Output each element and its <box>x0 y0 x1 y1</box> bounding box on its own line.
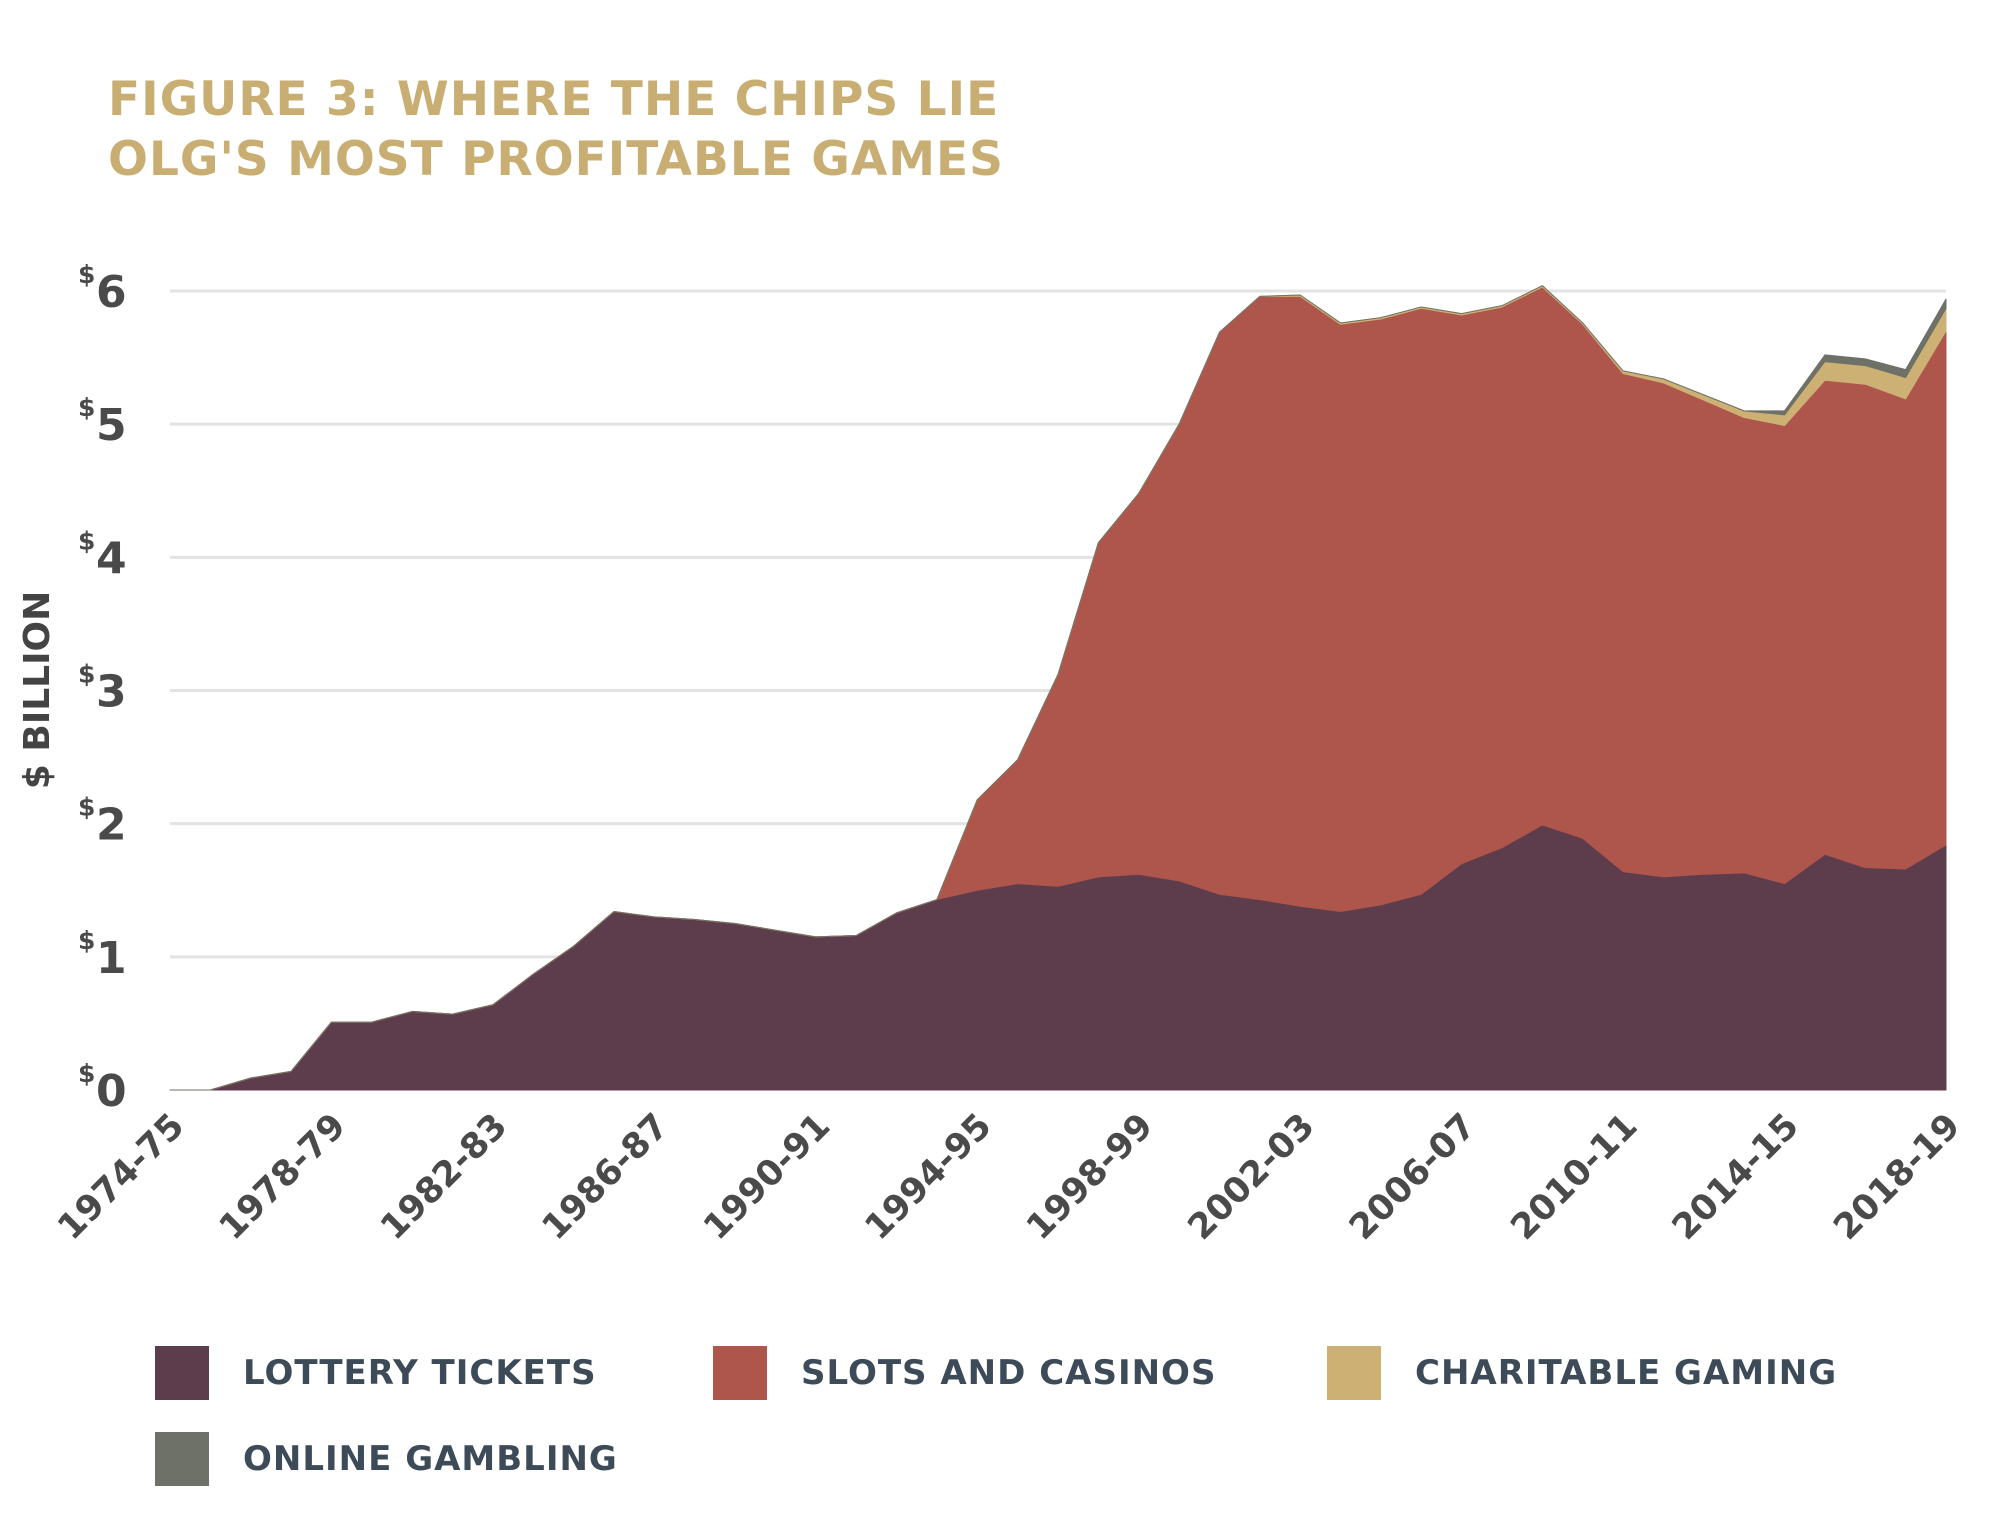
y-tick-value: 6 <box>96 267 127 318</box>
y-tick-label: $1 <box>78 926 127 984</box>
area-online-gambling <box>169 285 1947 1091</box>
y-tick-currency: $ <box>78 926 95 955</box>
legend-label-online: ONLINE GAMBLING <box>243 1439 618 1479</box>
x-tick-label: 1994-95 <box>858 1106 1000 1248</box>
y-tick-label: $5 <box>78 393 127 451</box>
legend-item-charitable: CHARITABLE GAMING <box>1327 1346 1837 1400</box>
y-tick-value: 2 <box>96 800 127 851</box>
y-tick-currency: $ <box>78 260 95 289</box>
x-tick-label: 1982-83 <box>373 1106 515 1248</box>
y-tick-value: 0 <box>96 1066 127 1117</box>
legend-label-slots: SLOTS AND CASINOS <box>801 1353 1217 1393</box>
area-series <box>169 285 1947 1091</box>
y-tick-label: $6 <box>78 260 127 318</box>
legend-item-lottery: LOTTERY TICKETS <box>155 1346 597 1400</box>
x-tick-label: 1978-79 <box>212 1106 354 1248</box>
x-tick-label: 2002-03 <box>1181 1106 1323 1248</box>
y-axis-ticks: $0$ 1$ 2$ 3$ 4$ 5$ 6 <box>78 260 127 1117</box>
legend-item-slots: SLOTS AND CASINOS <box>713 1346 1216 1400</box>
x-tick-label: 1998-99 <box>1019 1106 1161 1248</box>
y-tick-label: $3 <box>78 660 127 718</box>
y-tick-value: 1 <box>96 933 127 984</box>
x-tick-label: 2018-19 <box>1826 1106 1968 1248</box>
x-tick-label: 2006-07 <box>1342 1106 1484 1248</box>
legend-label-lottery: LOTTERY TICKETS <box>243 1353 597 1393</box>
chart-title-line-1: FIGURE 3: WHERE THE CHIPS LIE <box>108 72 1000 127</box>
x-tick-label: 2014-15 <box>1665 1106 1807 1248</box>
legend-swatch-charitable <box>1327 1346 1381 1400</box>
legend-label-charitable: CHARITABLE GAMING <box>1415 1353 1838 1393</box>
chart-title-line-2: OLG'S MOST PROFITABLE GAMES <box>108 132 1004 187</box>
x-tick-label: 1974-75 <box>50 1106 192 1248</box>
y-tick-currency: $ <box>78 1059 95 1088</box>
y-tick-currency: $ <box>78 793 95 822</box>
x-tick-label: 1990-91 <box>696 1106 838 1248</box>
y-tick-currency: $ <box>78 660 95 689</box>
legend-swatch-online <box>155 1432 209 1486</box>
legend-swatch-slots <box>713 1346 767 1400</box>
legend-item-online: ONLINE GAMBLING <box>155 1432 618 1486</box>
chart-title: FIGURE 3: WHERE THE CHIPS LIE OLG'S MOST… <box>108 70 1004 190</box>
y-axis-title: $ BILLION <box>17 591 58 789</box>
y-tick-value: 4 <box>96 533 127 584</box>
y-tick-currency: $ <box>78 393 95 422</box>
y-tick-currency: $ <box>78 526 95 555</box>
y-tick-label: $2 <box>78 793 127 851</box>
legend-swatch-lottery <box>155 1346 209 1400</box>
y-tick-label: $4 <box>78 526 127 584</box>
x-tick-label: 2010-11 <box>1504 1106 1646 1248</box>
x-tick-label: 1986-87 <box>535 1106 677 1248</box>
y-tick-label: $0 <box>78 1059 127 1117</box>
y-tick-value: 3 <box>96 667 127 718</box>
x-axis-ticks: 1974-75 1978-79 1982-83 1986-87 1990-91 1994-… <box>50 1106 1968 1248</box>
y-tick-value: 5 <box>96 400 127 451</box>
